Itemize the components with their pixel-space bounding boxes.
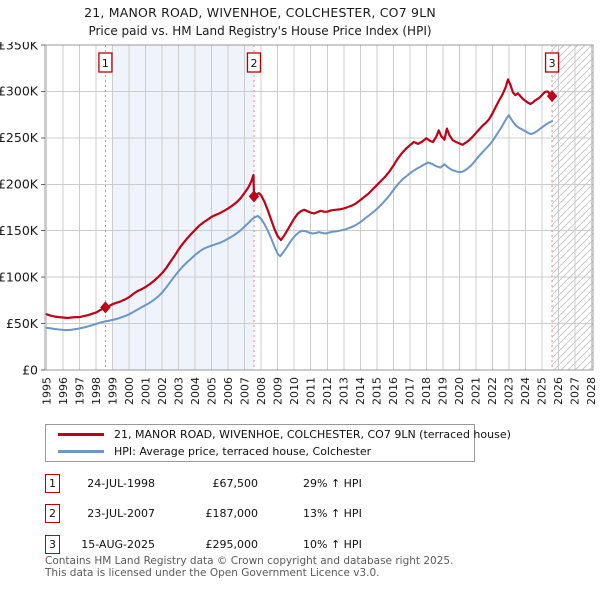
svg-text:2027: 2027: [569, 377, 582, 405]
svg-text:2012: 2012: [321, 377, 334, 405]
svg-text:1997: 1997: [73, 377, 86, 405]
sale-price: £187,000: [205, 507, 259, 521]
svg-text:2016: 2016: [387, 377, 400, 405]
svg-text:£300K: £300K: [0, 84, 39, 99]
svg-text:2001: 2001: [139, 377, 152, 405]
svg-text:2022: 2022: [486, 377, 499, 405]
svg-text:2000: 2000: [123, 377, 136, 405]
sale-hpi-delta: 10% ↑ HPI: [303, 537, 362, 551]
sale-number-badge: 3: [45, 534, 60, 554]
svg-text:2024: 2024: [519, 377, 532, 405]
svg-text:2018: 2018: [420, 377, 433, 405]
chart-legend: 21, MANOR ROAD, WIVENHOE, COLCHESTER, CO…: [45, 424, 511, 462]
x-axis-labels: 1995 1996 1997 1998 1999 2000 2001 2002 2003 2004…: [40, 377, 598, 405]
svg-text:2017: 2017: [404, 377, 417, 405]
svg-text:£50K: £50K: [6, 316, 39, 331]
legend-row-hpi: HPI: Average price, terraced house, Colc…: [46, 445, 474, 459]
price-lines: [45, 78, 554, 332]
hpi-line-swatch: [58, 450, 104, 453]
plot-border: [44, 44, 594, 371]
svg-text:£250K: £250K: [0, 130, 39, 145]
svg-text:£100K: £100K: [0, 269, 39, 284]
license-footer: Contains HM Land Registry data © Crown c…: [45, 555, 454, 579]
svg-text:2: 2: [250, 57, 257, 70]
table-row: 3 15-AUG-2025 £295,000 10% ↑ HPI: [45, 529, 565, 560]
axis-ticks: [41, 44, 45, 371]
ownership-shaded-region: [111, 45, 254, 370]
sales-table: 1 24-JUL-1998 £67,500 29% ↑ HPI 2 23-JUL…: [45, 468, 565, 560]
svg-text:2011: 2011: [305, 377, 318, 405]
footer-line-1: Contains HM Land Registry data © Crown c…: [45, 555, 454, 567]
table-row: 1 24-JUL-1998 £67,500 29% ↑ HPI: [45, 468, 565, 499]
svg-text:2028: 2028: [585, 377, 598, 405]
svg-text:2021: 2021: [470, 377, 483, 405]
price-history-chart: 1 2 3 £0 £50K £100K £150K £200K £250K £300K £350K…: [0, 42, 598, 405]
svg-text:2009: 2009: [272, 377, 285, 405]
svg-text:1996: 1996: [57, 377, 70, 405]
svg-text:2013: 2013: [338, 377, 351, 405]
svg-text:2002: 2002: [156, 377, 169, 405]
svg-text:£0: £0: [22, 362, 38, 377]
svg-text:1995: 1995: [40, 377, 53, 405]
sale-diamond-markers: [100, 90, 558, 314]
svg-text:2003: 2003: [172, 377, 185, 405]
svg-text:2025: 2025: [536, 377, 549, 405]
sale-hpi-delta: 29% ↑ HPI: [303, 476, 362, 490]
legend-label-property: 21, MANOR ROAD, WIVENHOE, COLCHESTER, CO…: [114, 428, 511, 441]
svg-text:1999: 1999: [106, 377, 119, 405]
property-line-swatch: [58, 433, 104, 436]
sale-date: 24-JUL-1998: [87, 476, 155, 490]
svg-text:2015: 2015: [371, 377, 384, 405]
table-row: 2 23-JUL-2007 £187,000 13% ↑ HPI: [45, 499, 565, 530]
svg-text:2023: 2023: [503, 377, 516, 405]
svg-text:1998: 1998: [90, 377, 103, 405]
svg-text:2019: 2019: [437, 377, 450, 405]
chart-gridlines: [45, 44, 593, 371]
svg-text:1: 1: [102, 57, 109, 70]
footer-line-2: This data is licensed under the Open Gov…: [45, 566, 380, 579]
chart-title: 21, MANOR ROAD, WIVENHOE, COLCHESTER, CO…: [84, 5, 436, 20]
sale-date: 23-JUL-2007: [87, 507, 155, 521]
y-axis-labels: £0 £50K £100K £150K £200K £250K £300K £350K: [0, 42, 39, 377]
svg-text:£150K: £150K: [0, 223, 39, 238]
sale-date-dotted-lines: [104, 45, 553, 370]
legend-label-hpi: HPI: Average price, terraced house, Colc…: [114, 445, 372, 458]
chart-subtitle: Price paid vs. HM Land Registry's House …: [88, 24, 432, 38]
sale-hpi-delta: 13% ↑ HPI: [303, 507, 362, 521]
sale-number-badge: 2: [45, 504, 60, 524]
sale-date: 15-AUG-2025: [81, 537, 155, 551]
legend-row-property: 21, MANOR ROAD, WIVENHOE, COLCHESTER, CO…: [46, 428, 511, 442]
svg-text:2026: 2026: [552, 377, 565, 405]
svg-text:2014: 2014: [354, 377, 367, 405]
sale-number-boxes: 1 2 3: [98, 52, 560, 73]
sale-price: £295,000: [205, 537, 259, 551]
svg-text:2004: 2004: [189, 377, 202, 405]
svg-text:2008: 2008: [255, 377, 268, 405]
svg-text:3: 3: [549, 57, 556, 70]
svg-text:2006: 2006: [222, 377, 235, 405]
svg-text:2010: 2010: [288, 377, 301, 405]
sale-number-badge: 1: [45, 473, 60, 493]
sale-price: £67,500: [212, 476, 259, 490]
svg-text:2020: 2020: [453, 377, 466, 405]
svg-text:2007: 2007: [239, 377, 252, 405]
svg-text:£200K: £200K: [0, 177, 39, 192]
svg-text:£350K: £350K: [0, 42, 39, 52]
future-hatched-region: [552, 45, 593, 370]
svg-text:2005: 2005: [206, 377, 219, 405]
